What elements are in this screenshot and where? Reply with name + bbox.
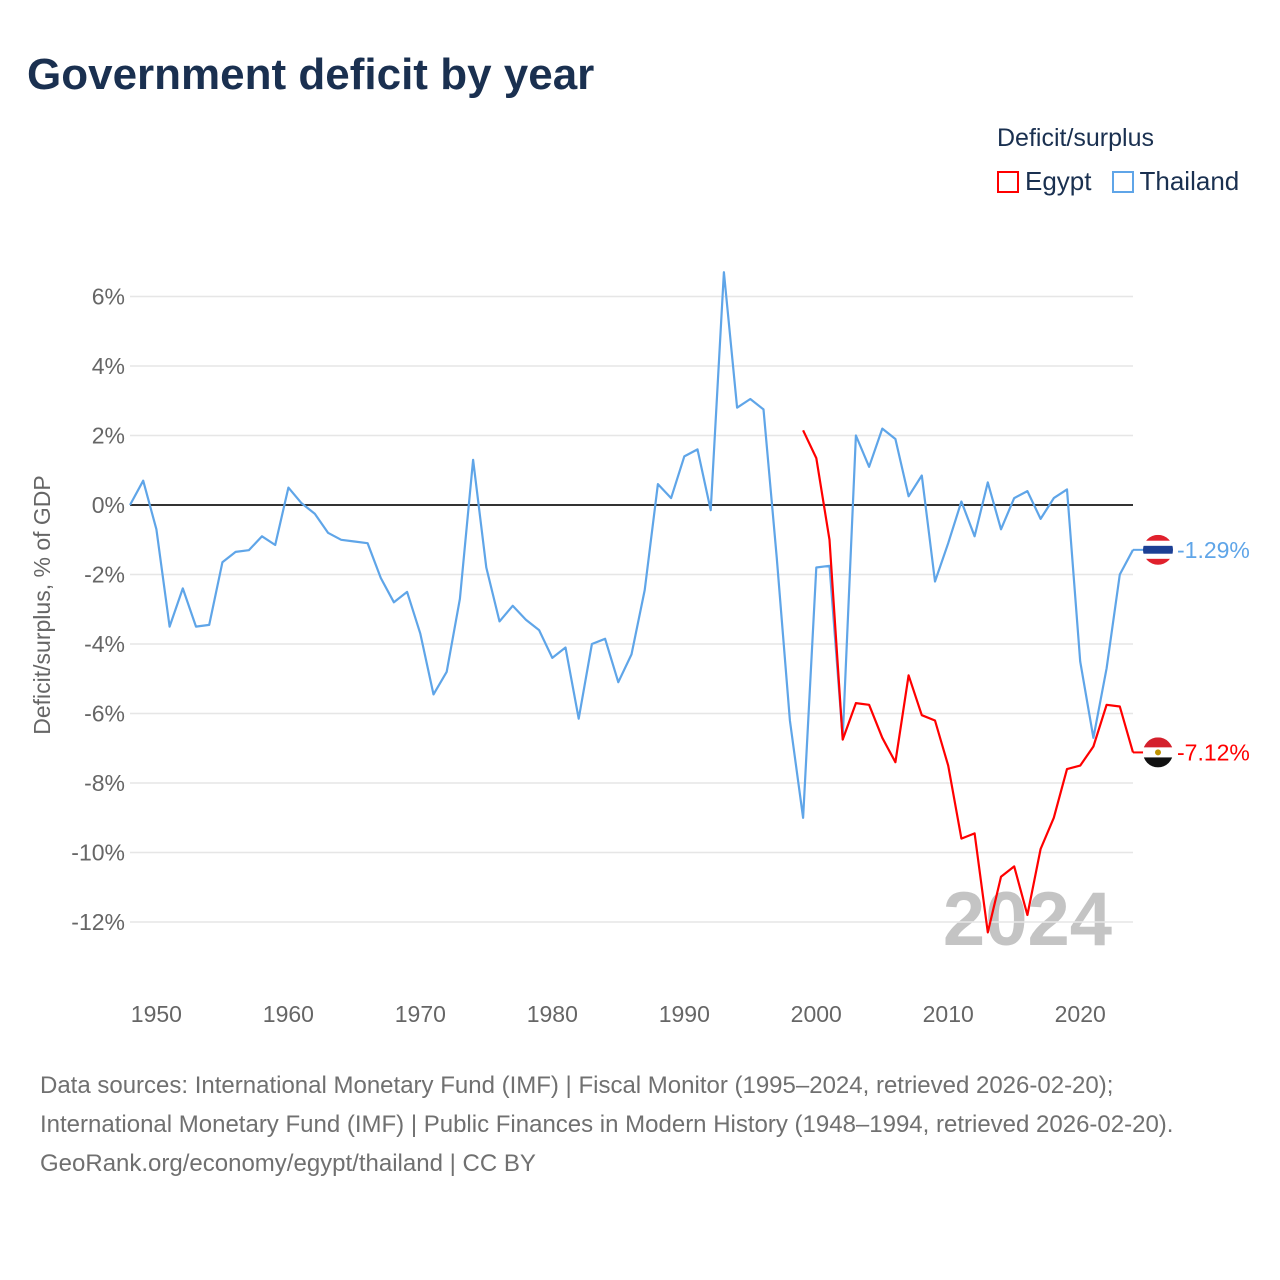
data-sources: Data sources: International Monetary Fun… bbox=[40, 1072, 1174, 1138]
x-tick-label: 2000 bbox=[791, 1001, 842, 1027]
y-axis-label: Deficit/surplus, % of GDP bbox=[29, 475, 55, 734]
legend: Egypt Thailand bbox=[997, 166, 1239, 197]
year-watermark: 2024 bbox=[943, 877, 1112, 962]
x-tick-label: 1970 bbox=[395, 1001, 446, 1027]
x-tick-label: 2020 bbox=[1055, 1001, 1106, 1027]
legend-label-thailand: Thailand bbox=[1139, 166, 1240, 196]
footer: Data sources: International Monetary Fun… bbox=[40, 1066, 1240, 1183]
chart-svg: 2024 6% 4% 2% 0% -2% -4% -6% -8% -10% -12% 1950 1960… bbox=[29, 271, 1250, 1027]
y-tick-label: 0% bbox=[92, 492, 125, 518]
legend-swatch-thailand bbox=[1111, 170, 1134, 193]
legend-item-thailand[interactable]: Thailand bbox=[1111, 166, 1240, 197]
y-tick-label: -8% bbox=[84, 770, 125, 796]
y-tick-label: -10% bbox=[71, 840, 125, 866]
y-tick-label: -12% bbox=[71, 909, 125, 935]
series-line-thailand bbox=[129, 271, 1134, 819]
legend-label-egypt: Egypt bbox=[1025, 166, 1092, 196]
egypt-flag-icon bbox=[1143, 737, 1173, 768]
y-tick-label: -6% bbox=[84, 701, 125, 727]
legend-item-egypt[interactable]: Egypt bbox=[997, 166, 1092, 197]
x-tick-label: 2010 bbox=[923, 1001, 974, 1027]
y-tick-label: -4% bbox=[84, 631, 125, 657]
y-tick-label: 4% bbox=[92, 353, 125, 379]
y-tick-label: 2% bbox=[92, 423, 125, 449]
legend-swatch-egypt bbox=[997, 170, 1019, 193]
y-tick-label: -2% bbox=[84, 562, 125, 588]
legend-title: Deficit/surplus bbox=[997, 124, 1154, 152]
chart-title: Government deficit by year bbox=[27, 50, 595, 99]
x-tick-label: 1980 bbox=[527, 1001, 578, 1027]
x-tick-label: 1960 bbox=[263, 1001, 314, 1027]
end-label-egypt: -7.12% bbox=[1177, 739, 1250, 765]
credit-link[interactable]: GeoRank.org/economy/egypt/thailand | CC … bbox=[40, 1150, 536, 1177]
x-tick-label: 1990 bbox=[659, 1001, 710, 1027]
end-label-thailand: -1.29% bbox=[1177, 537, 1250, 563]
y-tick-label: 6% bbox=[92, 284, 125, 310]
thailand-flag-icon bbox=[1143, 534, 1173, 565]
x-tick-label: 1950 bbox=[131, 1001, 182, 1027]
series-line-egypt bbox=[802, 429, 1135, 934]
